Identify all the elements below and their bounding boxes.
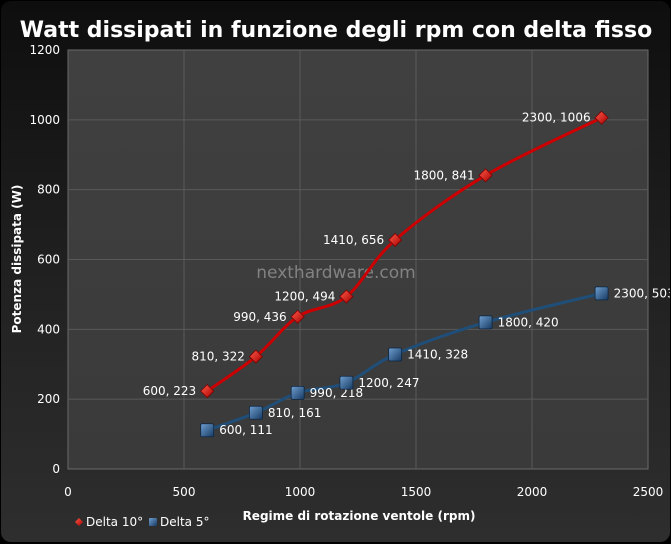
y-tick-label: 0 — [52, 462, 60, 476]
data-label: 1200, 247 — [358, 376, 419, 390]
legend: Delta 10° Delta 5° — [75, 515, 209, 529]
data-point — [388, 347, 403, 362]
data-point — [290, 385, 305, 400]
y-tick-label: 1200 — [29, 43, 60, 57]
legend-item-0: Delta 10° — [75, 515, 143, 529]
data-label: 1800, 420 — [498, 315, 559, 329]
watermark: nexthardware.com — [256, 263, 415, 283]
legend-label: Delta 5° — [160, 515, 209, 529]
data-label: 990, 218 — [310, 386, 363, 400]
y-axis-title: Potenza dissipata (W) — [10, 185, 24, 334]
data-point — [200, 423, 215, 438]
data-label: 1410, 328 — [407, 347, 468, 361]
y-tick-label: 800 — [37, 183, 60, 197]
data-point — [594, 110, 609, 125]
data-point — [200, 384, 215, 399]
data-label: 600, 223 — [143, 384, 196, 398]
data-point — [249, 405, 263, 420]
x-axis-title: Regime di rotazione ventole (rpm) — [243, 509, 476, 523]
data-point — [290, 309, 305, 324]
data-point — [339, 375, 354, 390]
x-tick-label: 2500 — [633, 485, 664, 499]
legend-marker — [75, 518, 83, 526]
data-label: 1410, 656 — [323, 233, 384, 247]
series-layer: 600, 223 810, 322 990, 436 1200, 494 1410, 6… — [143, 110, 670, 438]
data-label: 1200, 494 — [274, 290, 335, 304]
data-label: 810, 322 — [191, 350, 244, 364]
y-tick-label: 1000 — [29, 113, 60, 127]
x-tick-label: 1500 — [401, 485, 432, 499]
y-tick-label: 400 — [37, 322, 60, 336]
data-point — [478, 315, 493, 330]
data-point — [594, 286, 609, 301]
data-point — [478, 168, 493, 183]
chart-title: Watt dissipati in funzione degli rpm con… — [20, 18, 652, 43]
x-tick-label: 2000 — [517, 485, 548, 499]
x-tick-label: 1000 — [285, 485, 316, 499]
legend-marker — [149, 518, 157, 526]
x-tick-label: 0 — [64, 485, 72, 499]
data-point — [248, 349, 263, 364]
legend-item-1: Delta 5° — [149, 515, 209, 529]
data-label: 600, 111 — [219, 423, 272, 437]
data-label: 810, 161 — [268, 406, 321, 420]
legend-label: Delta 10° — [86, 515, 143, 529]
y-tick-label: 600 — [37, 253, 60, 267]
y-tick-label: 200 — [37, 392, 60, 406]
data-label: 2300, 503 — [614, 286, 670, 300]
ticks-layer: 0 200 400 600 800 1000 1200 0 500 1000 1500 2000 250… — [29, 43, 663, 499]
x-tick-label: 500 — [173, 485, 196, 499]
data-label: 1800, 841 — [414, 168, 475, 182]
data-point — [339, 289, 354, 304]
series-0: 600, 223 810, 322 990, 436 1200, 494 1410, 6… — [143, 110, 609, 399]
data-label: 2300, 1006 — [522, 111, 591, 125]
data-point — [388, 232, 403, 248]
data-label: 990, 436 — [233, 310, 286, 324]
